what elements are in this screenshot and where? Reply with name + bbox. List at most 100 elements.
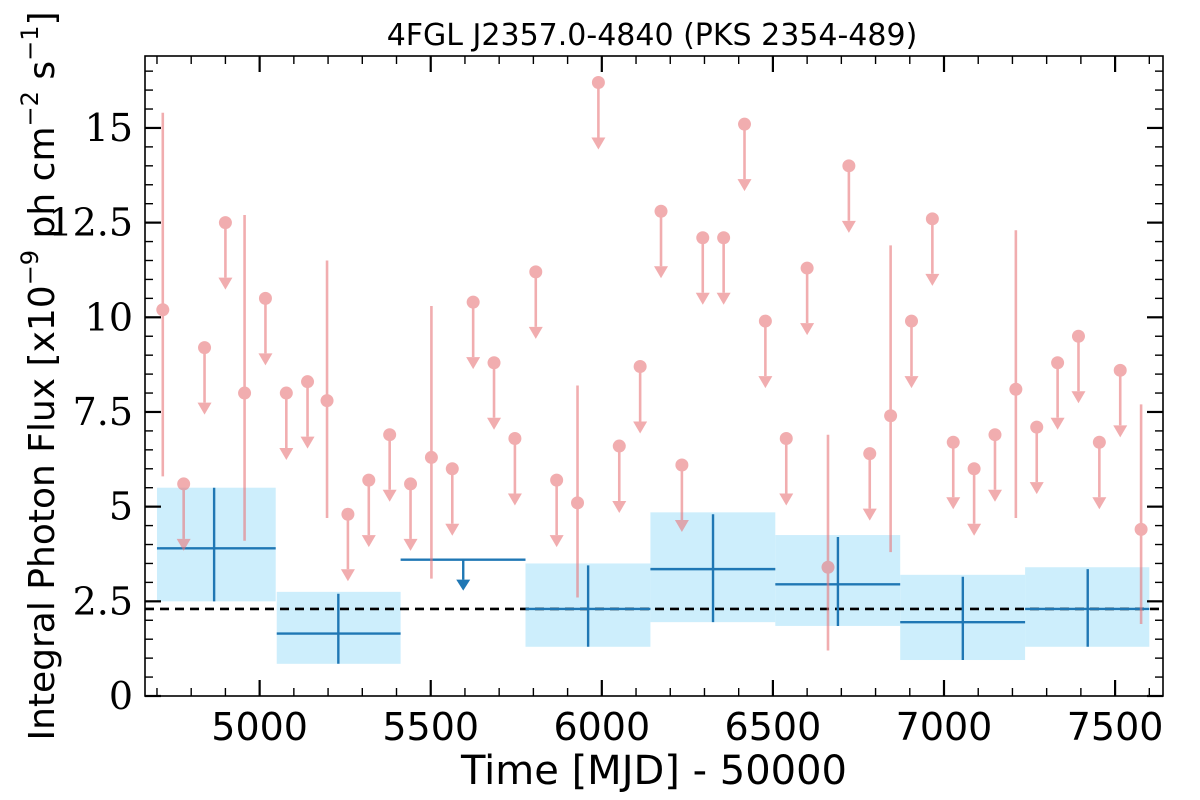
long-bin-4 — [650, 514, 776, 623]
short-bin-27 — [716, 231, 731, 305]
short-bin-marker-15 — [466, 295, 480, 309]
short-bin-marker-44 — [1071, 329, 1085, 343]
short-bin-marker-10 — [362, 473, 376, 487]
short-bin-arrow-head-9 — [340, 569, 355, 582]
short-bin-arrow-head-12 — [403, 538, 418, 551]
short-bin-marker-43 — [1051, 356, 1065, 370]
short-bin-35 — [884, 245, 898, 553]
short-bin-arrow-head-33 — [841, 220, 856, 233]
short-bin-marker-22 — [612, 439, 626, 453]
short-bin-arrow-head-40 — [987, 489, 1002, 502]
short-bin-marker-39 — [967, 462, 981, 476]
short-bin-3 — [218, 216, 233, 290]
x-tick-label-3: 6500 — [725, 705, 822, 749]
short-bin-arrow-head-24 — [654, 266, 669, 279]
short-bin-19 — [549, 473, 564, 548]
short-bin-28 — [737, 117, 752, 192]
short-bin-42 — [1029, 420, 1044, 495]
y-tick-label-4: 10 — [85, 295, 133, 339]
long-bin-arrow-head-2 — [456, 579, 471, 591]
short-bin-7 — [300, 375, 315, 449]
short-bin-arrow-head-22 — [612, 501, 627, 514]
short-bin-31 — [800, 261, 815, 336]
long-bin-band-0 — [156, 487, 276, 602]
short-bin-arrow-head-29 — [758, 376, 773, 389]
short-bin-arrow-head-19 — [549, 535, 564, 548]
chart-title: 4FGL J2357.0-4840 (PKS 2354-489) — [387, 18, 918, 53]
short-bin-marker-20 — [571, 496, 585, 510]
x-tick-label-1: 5500 — [382, 705, 479, 749]
short-bin-18 — [528, 265, 543, 339]
short-bin-26 — [695, 231, 710, 305]
short-bin-arrow-head-23 — [633, 421, 648, 434]
short-bin-arrow-head-10 — [361, 535, 376, 548]
short-bin-marker-4 — [238, 386, 252, 400]
long-bin-6 — [900, 576, 1026, 661]
long-bin-0 — [156, 487, 276, 602]
short-bin-marker-36 — [904, 314, 918, 328]
short-bin-marker-12 — [404, 477, 418, 491]
short-bin-marker-7 — [301, 375, 315, 389]
y-tick-labels: 0 2.5 5 7.5 10 12.5 15 — [48, 106, 133, 718]
short-bin-17 — [507, 431, 522, 506]
short-bin-34 — [862, 447, 877, 521]
short-bin-arrow-head-37 — [925, 273, 940, 286]
x-tick-label-5: 7500 — [1067, 705, 1164, 749]
short-bin-21 — [591, 76, 606, 150]
plot-frame — [144, 55, 1164, 697]
short-bin-arrow-head-42 — [1029, 482, 1044, 495]
short-bin-36 — [904, 314, 919, 389]
short-bin-arrow-head-16 — [487, 417, 502, 430]
short-bin-arrow-head-46 — [1113, 425, 1128, 438]
short-bin-arrow-head-6 — [279, 448, 294, 461]
short-bin-marker-32 — [821, 560, 835, 574]
short-bin-10 — [361, 473, 376, 548]
short-bin-marker-17 — [508, 431, 522, 445]
short-bin-38 — [946, 435, 961, 510]
short-bin-14 — [445, 462, 460, 536]
short-bin-25 — [674, 458, 689, 532]
short-bin-39 — [967, 462, 982, 536]
long-bin-3 — [525, 565, 651, 647]
short-bin-marker-16 — [487, 356, 501, 370]
x-tick-labels: 5000 5500 6000 6500 7000 7500 — [211, 705, 1163, 749]
short-bin-8 — [320, 260, 334, 519]
short-bin-marker-23 — [633, 360, 647, 374]
short-bin-arrow-head-44 — [1071, 391, 1086, 404]
short-bin-arrow-head-5 — [258, 353, 273, 366]
short-bin-marker-47 — [1134, 522, 1148, 536]
short-bin-29 — [758, 314, 773, 389]
short-bin-30 — [779, 431, 794, 506]
short-bin-16 — [487, 356, 502, 430]
short-bin-arrow-head-26 — [695, 292, 710, 305]
short-bin-33 — [841, 159, 856, 233]
y-tick-label-2: 5 — [109, 485, 133, 529]
short-bin-marker-9 — [341, 507, 355, 521]
short-bin-arrow-head-7 — [300, 436, 315, 449]
x-tick-label-4: 7000 — [896, 705, 993, 749]
short-bin-marker-31 — [800, 261, 814, 275]
x-axis-label: Time [MJD] - 50000 — [460, 748, 847, 794]
short-bin-marker-18 — [529, 265, 543, 279]
short-bin-23 — [633, 360, 648, 434]
short-bin-arrow-head-14 — [445, 523, 460, 536]
axis-ticks — [145, 56, 1163, 698]
short-bin-arrow-head-38 — [946, 497, 961, 510]
short-bin-1 — [176, 477, 191, 551]
short-bin-marker-8 — [320, 394, 334, 408]
short-bin-marker-42 — [1030, 420, 1044, 434]
y-axis-label: Integral Photon Flux [x10−9 ph cm−2 s−1] — [16, 11, 63, 740]
short-bin-22 — [612, 439, 627, 514]
short-bin-marker-33 — [842, 159, 856, 173]
long-bin-2 — [400, 558, 526, 591]
short-bin-marker-11 — [383, 428, 397, 442]
short-bin-6 — [279, 386, 294, 461]
short-bin-20 — [571, 385, 585, 598]
short-bin-arrow-head-43 — [1050, 417, 1065, 430]
short-bin-40 — [987, 428, 1002, 502]
short-bin-47 — [1134, 404, 1148, 625]
short-bin-37 — [925, 212, 940, 286]
short-bin-arrow-head-11 — [382, 489, 397, 502]
short-bin-43 — [1050, 356, 1065, 430]
